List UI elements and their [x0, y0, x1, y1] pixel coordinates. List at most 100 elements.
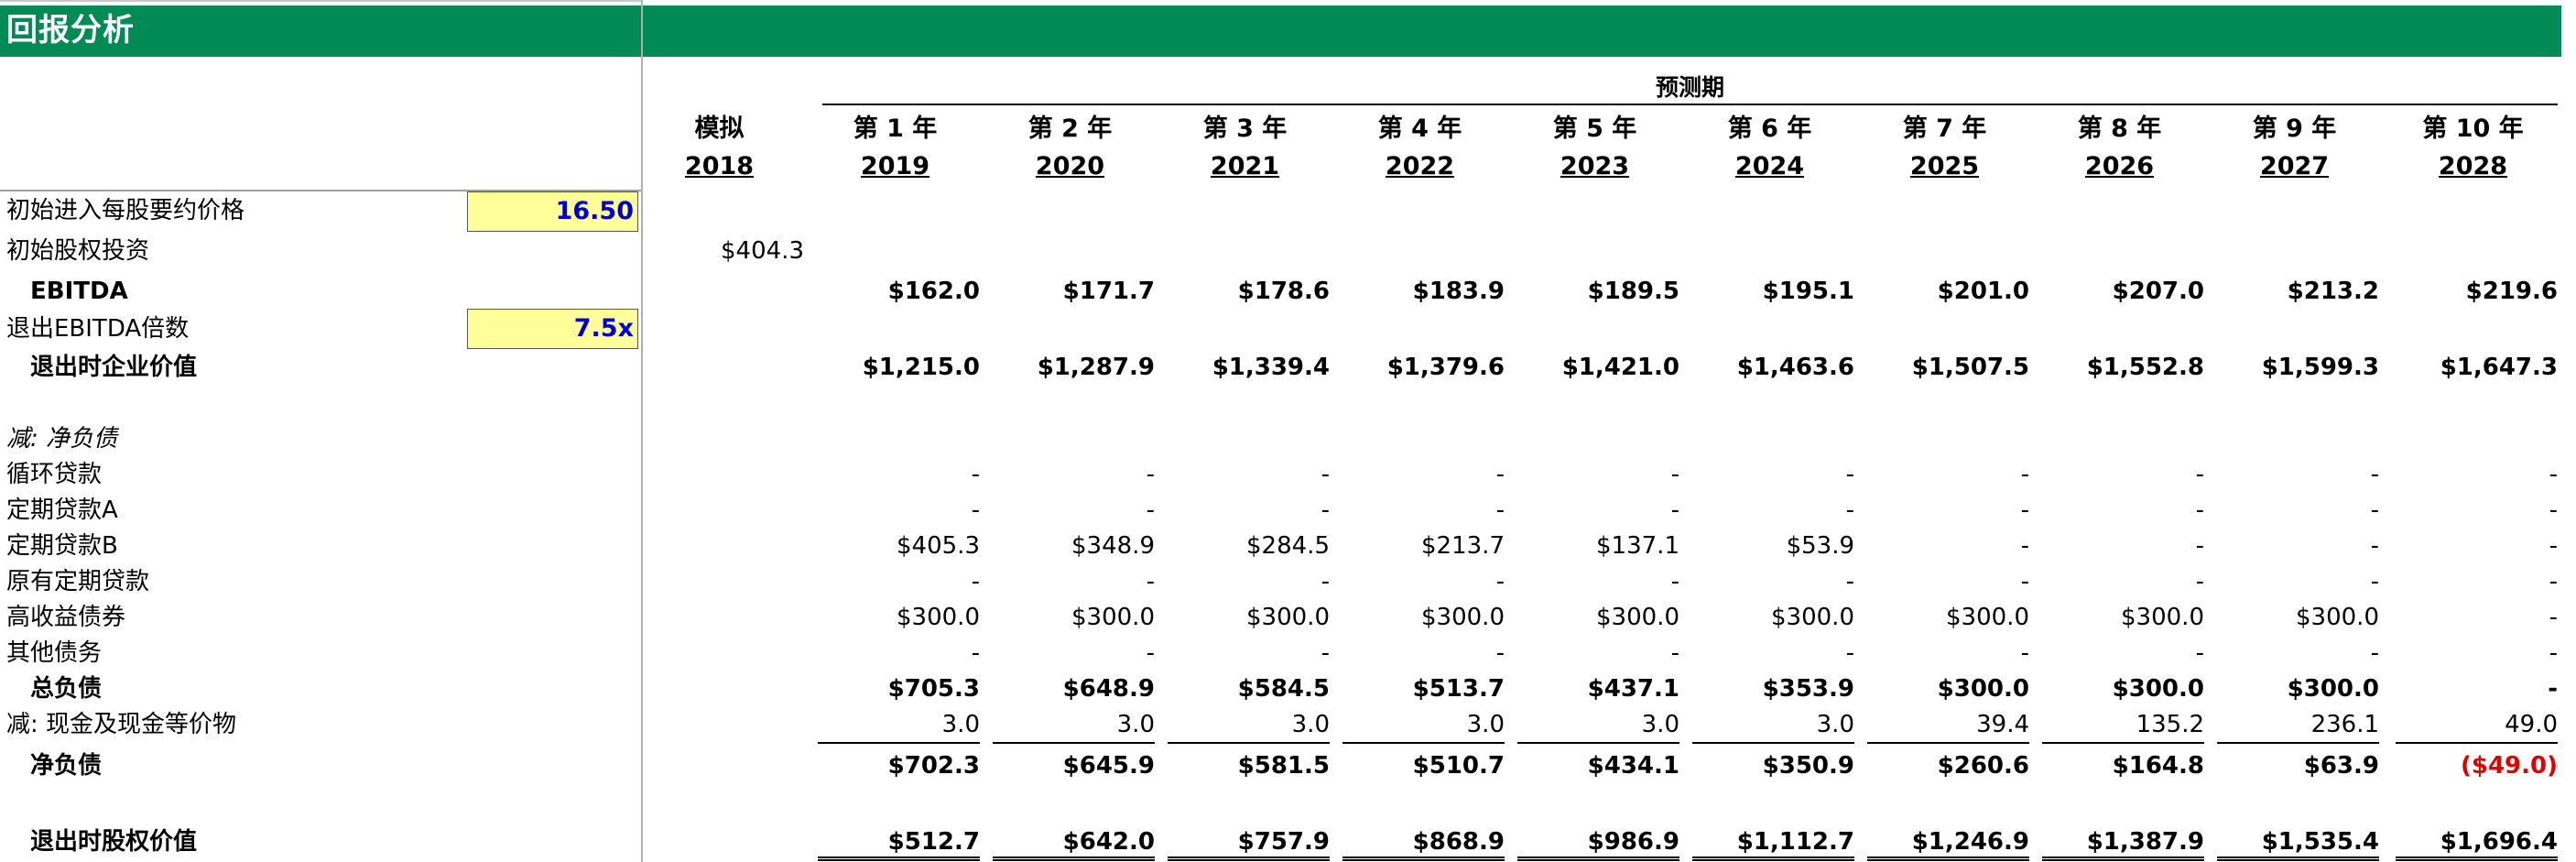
table-cell: $1,507.5	[1911, 354, 2029, 381]
table-cell: $300.0	[897, 604, 980, 631]
table-cell: $300.0	[1946, 604, 2029, 631]
table-cell: $284.5	[1246, 532, 1330, 560]
table-cell: -	[2549, 532, 2558, 560]
table-cell: -	[2195, 568, 2204, 595]
column-header-period: 第 2 年	[1027, 115, 1113, 143]
table-cell: $300.0	[1771, 604, 1854, 631]
table-cell: $201.0	[1937, 278, 2029, 305]
table-cell: 3.0	[1291, 711, 1330, 738]
exit-multiple-input[interactable]: 7.5x	[467, 309, 638, 349]
column-header-year: 2020	[1035, 152, 1105, 180]
subtotal-underline	[1168, 742, 1330, 744]
label-column-divider	[641, 0, 643, 862]
table-cell: -	[2195, 532, 2204, 560]
table-cell: $300.0	[2287, 675, 2379, 703]
column-header-year: 2021	[1210, 152, 1280, 180]
column-header-year: 2027	[2259, 152, 2330, 180]
table-cell: $189.5	[1587, 278, 1679, 305]
title-banner-underline	[0, 55, 2561, 57]
table-cell: $1,421.0	[1561, 354, 1679, 381]
table-cell: $648.9	[1062, 675, 1155, 703]
table-cell: $868.9	[1412, 828, 1505, 856]
table-cell: $705.3	[887, 675, 980, 703]
subtotal-underline	[2396, 742, 2558, 744]
total-double-underline	[1342, 857, 1505, 861]
table-cell: $1,112.7	[1736, 828, 1854, 856]
total-double-underline	[2042, 857, 2204, 861]
table-cell: $513.7	[1412, 675, 1505, 703]
table-cell: -	[2020, 532, 2029, 560]
table-cell: -	[2020, 639, 2029, 667]
table-cell: $183.9	[1412, 278, 1505, 305]
table-cell: -	[2195, 639, 2204, 667]
table-cell: $1,696.4	[2440, 828, 2558, 856]
column-header-year: 2028	[2438, 152, 2508, 180]
table-cell: $300.0	[2112, 675, 2204, 703]
column-header-period: 第 8 年	[2077, 115, 2162, 143]
table-cell: $219.6	[2465, 278, 2558, 305]
subtotal-underline	[2042, 742, 2204, 744]
table-cell: -	[2370, 639, 2379, 667]
row-label-high-yield: 高收益债券	[6, 604, 126, 631]
top-border	[0, 0, 641, 2]
column-header-year: 2024	[1734, 152, 1805, 180]
table-cell: -	[1321, 639, 1330, 667]
column-header-year: 2018	[684, 152, 755, 180]
row-label-term-loan-a: 定期贷款A	[6, 496, 118, 524]
column-header-period: 第 3 年	[1202, 115, 1288, 143]
table-cell: $1,339.4	[1212, 354, 1330, 381]
table-cell: -	[1146, 568, 1155, 595]
table-cell: -	[2370, 496, 2379, 524]
table-cell: -	[1146, 496, 1155, 524]
table-cell: -	[1670, 639, 1679, 667]
table-cell: -	[2549, 496, 2558, 524]
table-cell: -	[1321, 568, 1330, 595]
table-cell: 3.0	[1816, 711, 1854, 738]
column-header-year: 2022	[1385, 152, 1455, 180]
table-cell: $213.2	[2287, 278, 2379, 305]
column-header-year: 2025	[1909, 152, 1980, 180]
table-cell: 39.4	[1976, 711, 2029, 738]
table-cell: $171.7	[1062, 278, 1155, 305]
entry-price-input[interactable]: 16.50	[467, 191, 638, 232]
table-cell: -	[2370, 568, 2379, 595]
table-cell: 236.1	[2310, 711, 2379, 738]
table-cell: -	[2549, 639, 2558, 667]
table-cell: -	[2020, 496, 2029, 524]
table-cell: -	[2549, 461, 2558, 488]
table-cell: $1,215.0	[862, 354, 980, 381]
row-label-existing-term-loan: 原有定期贷款	[6, 568, 150, 595]
table-cell: $213.7	[1421, 532, 1505, 560]
table-cell: -	[2549, 604, 2558, 631]
table-cell: -	[1670, 568, 1679, 595]
row-label-total-debt: 总负债	[30, 675, 103, 703]
table-cell: $178.6	[1237, 278, 1330, 305]
row-label-exit-ev: 退出时企业价值	[30, 354, 198, 381]
table-cell: $1,463.6	[1736, 354, 1854, 381]
subtotal-underline	[1692, 742, 1854, 744]
table-cell: $53.9	[1786, 532, 1854, 560]
table-cell: $1,379.6	[1386, 354, 1505, 381]
table-cell: $512.7	[887, 828, 980, 856]
table-cell: $137.1	[1596, 532, 1679, 560]
table-cell: 3.0	[941, 711, 980, 738]
table-cell: $757.9	[1237, 828, 1330, 856]
table-cell: 135.2	[2136, 711, 2204, 738]
row-label-other-debt: 其他债务	[6, 639, 103, 667]
table-cell: $1,535.4	[2261, 828, 2379, 856]
table-cell: -	[1146, 461, 1155, 488]
table-cell: -	[1845, 639, 1854, 667]
table-cell: $510.7	[1412, 752, 1505, 780]
table-cell: $1,552.8	[2086, 354, 2204, 381]
table-cell: $300.0	[1596, 604, 1679, 631]
table-cell: -	[2370, 461, 2379, 488]
table-cell: $164.8	[2112, 752, 2204, 780]
table-cell: -	[2549, 568, 2558, 595]
column-header-period: 第 5 年	[1552, 115, 1637, 143]
table-cell: $1,599.3	[2261, 354, 2379, 381]
table-cell: $353.9	[1762, 675, 1854, 703]
table-cell: $581.5	[1237, 752, 1330, 780]
table-cell: $350.9	[1762, 752, 1854, 780]
row-label-revolver: 循环贷款	[6, 461, 103, 488]
column-header-period: 第 6 年	[1727, 115, 1812, 143]
